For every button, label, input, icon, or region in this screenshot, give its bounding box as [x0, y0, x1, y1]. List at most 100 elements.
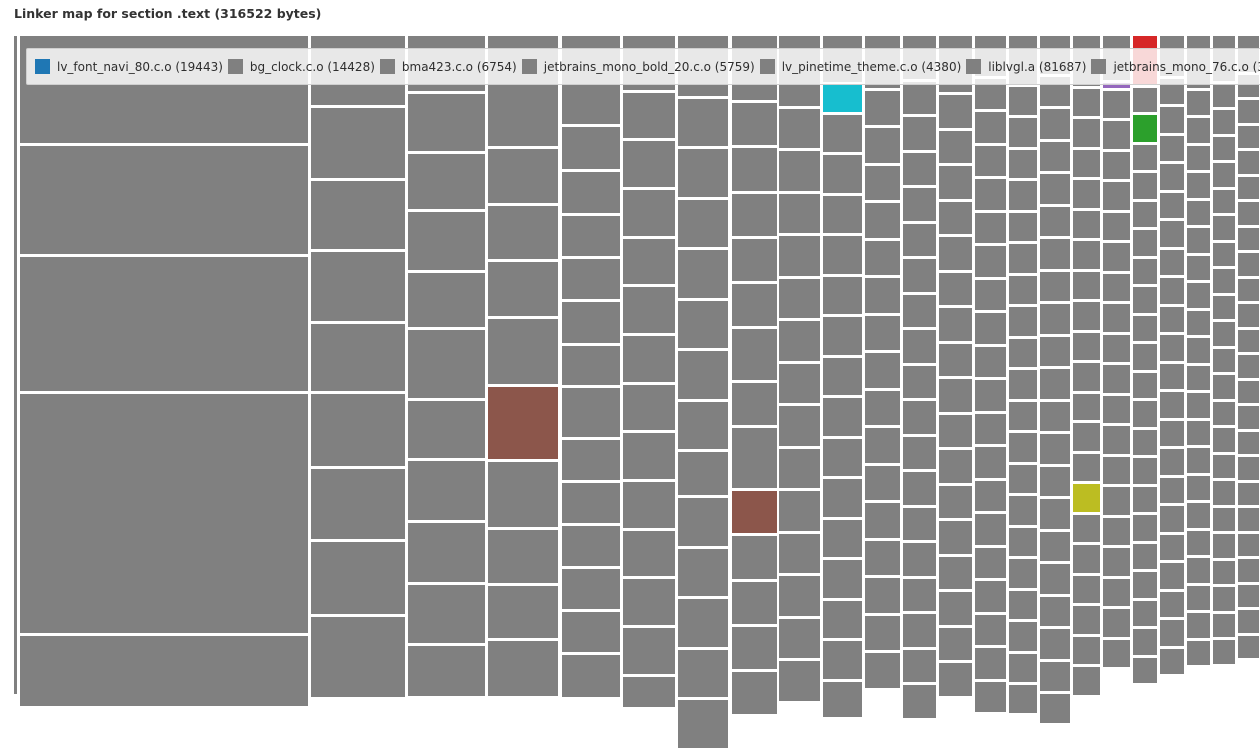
treemap-cell	[903, 117, 936, 150]
treemap-cell	[1160, 107, 1184, 133]
treemap-cell	[623, 385, 675, 430]
treemap-cell	[1073, 394, 1100, 420]
treemap-cell	[939, 95, 972, 128]
treemap-cell	[1073, 576, 1100, 603]
treemap-cell	[1009, 433, 1037, 462]
treemap-cell	[408, 646, 485, 696]
treemap-cell	[1160, 221, 1184, 247]
treemap-cell	[732, 536, 777, 579]
treemap-cell	[20, 636, 308, 706]
treemap-cell	[562, 216, 620, 256]
treemap-cell	[311, 108, 405, 178]
treemap-cell	[1238, 610, 1259, 633]
legend-label: bma423.c.o (6754)	[401, 59, 517, 74]
treemap-cell	[823, 115, 862, 152]
treemap-cell	[1213, 428, 1235, 452]
treemap-cell	[975, 581, 1006, 612]
treemap-cell	[1187, 283, 1210, 308]
treemap-cell	[1073, 241, 1100, 269]
treemap-cell	[975, 280, 1006, 310]
treemap-cell	[1238, 355, 1259, 378]
treemap-cell	[779, 321, 820, 361]
treemap-cell	[1009, 402, 1037, 430]
treemap-cell	[1213, 190, 1235, 213]
legend-label: lv_pinetime_theme.c.o (4380)	[781, 59, 962, 74]
treemap-cell	[1103, 152, 1130, 179]
treemap-cell	[1040, 467, 1070, 496]
treemap-cell	[1187, 613, 1210, 638]
treemap-cell	[779, 619, 820, 658]
treemap-cell	[1160, 478, 1184, 503]
treemap-cell	[623, 531, 675, 576]
treemap-cell	[1040, 662, 1070, 691]
treemap-cell	[939, 131, 972, 163]
treemap-cell	[865, 541, 900, 575]
treemap-cell	[1238, 202, 1259, 225]
treemap-cell	[1187, 421, 1210, 445]
treemap-cell	[903, 685, 936, 718]
treemap-cell	[562, 127, 620, 169]
treemap-cell	[732, 284, 777, 326]
treemap-cell	[1040, 304, 1070, 334]
treemap-cell	[1009, 244, 1037, 273]
treemap-cell	[1040, 694, 1070, 723]
treemap-cell	[1187, 256, 1210, 280]
treemap-cell	[865, 353, 900, 388]
page-title: Linker map for section .text (316522 byt…	[14, 6, 322, 21]
treemap-cell	[865, 578, 900, 613]
treemap-cell	[903, 295, 936, 327]
treemap-cell	[1187, 201, 1210, 225]
treemap-cell	[1133, 458, 1157, 484]
treemap-cell	[488, 387, 558, 459]
treemap-cell	[1103, 335, 1130, 362]
treemap-cell	[1040, 337, 1070, 366]
treemap-cell	[1009, 87, 1037, 115]
treemap-cell	[779, 491, 820, 531]
treemap-cell	[1187, 476, 1210, 500]
treemap-cell	[1073, 180, 1100, 208]
treemap-cell	[903, 579, 936, 611]
treemap-cell	[1133, 145, 1157, 170]
treemap-cell	[1187, 366, 1210, 390]
treemap-cell	[1133, 658, 1157, 683]
treemap-cell	[939, 450, 972, 483]
treemap-cell	[1103, 640, 1130, 667]
treemap-cell	[975, 481, 1006, 511]
treemap-cell	[408, 461, 485, 520]
treemap-cell	[779, 406, 820, 446]
treemap-cell	[1238, 279, 1259, 301]
treemap-cell	[1213, 481, 1235, 505]
treemap-cell	[1073, 545, 1100, 573]
treemap-cell	[1160, 392, 1184, 418]
treemap-cell	[779, 279, 820, 318]
treemap-cell	[865, 391, 900, 425]
treemap-cell	[1133, 316, 1157, 341]
treemap-cell	[562, 302, 620, 343]
treemap-cell	[678, 99, 728, 146]
treemap-cell	[408, 401, 485, 458]
legend-color-swatch	[521, 59, 537, 74]
treemap-cell	[903, 508, 936, 540]
treemap-cell	[1103, 121, 1130, 149]
treemap-cell	[1160, 278, 1184, 304]
legend-label: bg_clock.c.o (14428)	[249, 59, 375, 74]
treemap-cell	[903, 330, 936, 363]
treemap-cell	[562, 259, 620, 299]
treemap-cell	[1160, 592, 1184, 617]
legend-label: jetbrains_mono_76.c.o (3321)	[1113, 59, 1260, 74]
treemap-cell	[1187, 531, 1210, 555]
treemap-cell	[975, 313, 1006, 344]
treemap-cell	[1238, 100, 1259, 123]
treemap-cell	[1009, 654, 1037, 682]
treemap-cell	[903, 543, 936, 576]
treemap-cell	[20, 257, 308, 391]
treemap-cell	[975, 246, 1006, 277]
treemap-cell	[562, 612, 620, 652]
treemap-cell	[1040, 499, 1070, 529]
treemap-cell	[1009, 528, 1037, 556]
treemap-cell	[678, 650, 728, 697]
treemap-cell	[678, 498, 728, 546]
treemap-cell	[975, 514, 1006, 545]
treemap-cell	[903, 224, 936, 256]
treemap-cell	[408, 330, 485, 398]
